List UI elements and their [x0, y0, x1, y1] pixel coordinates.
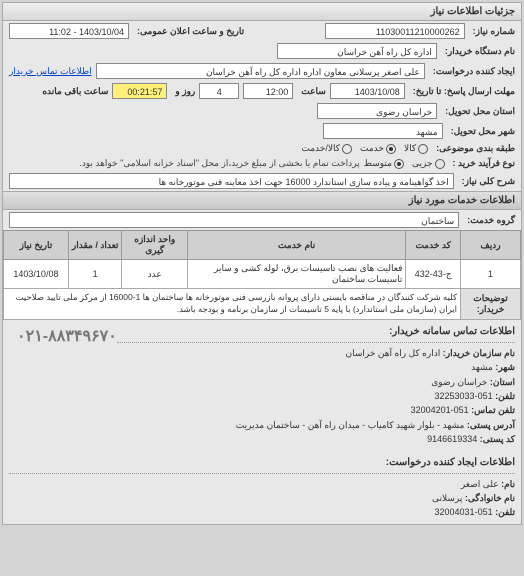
radio-medium-label: متوسط	[364, 158, 392, 169]
need-desc-value: اخذ گواهینامه و پیاده سازی استاندارد 160…	[9, 173, 454, 189]
table-row: 1 ج-43-432 فعالیت های نصب تاسیسات برق، ل…	[4, 260, 521, 289]
province-value: خراسان رضوی	[317, 103, 437, 119]
need-desc-label: شرح کلی نیاز:	[458, 176, 515, 187]
radio-service[interactable]: خدمت	[360, 143, 396, 154]
radio-goods-label: کالا	[404, 143, 416, 154]
deadline-date: 1403/10/08	[330, 83, 405, 99]
td-row: 1	[461, 260, 521, 289]
panel-title: جزئیات اطلاعات نیاز	[3, 3, 521, 21]
td-code: ج-43-432	[406, 260, 461, 289]
radio-small-label: جزیی	[412, 158, 433, 169]
radio-medium[interactable]: متوسط	[364, 158, 404, 169]
cb-address-label: آدرس پستی:	[467, 420, 515, 430]
radio-both-label: کالا/خدمت	[301, 143, 340, 154]
cb-fax: 051-32004201	[411, 405, 469, 415]
days-value: 4	[199, 83, 239, 99]
cr-phone-label: تلفن:	[495, 507, 515, 517]
requester-label: ایجاد کننده درخواست:	[429, 66, 515, 77]
time-label-1: ساعت	[297, 86, 326, 97]
th-row: ردیف	[461, 231, 521, 260]
announce-label: تاریخ و ساعت اعلان عمومی:	[133, 26, 244, 37]
subject-radio-group: کالا خدمت کالا/خدمت	[301, 143, 428, 154]
service-group-value: ساختمان	[9, 212, 459, 228]
buyer-org-value: اداره کل راه آهن خراسان	[277, 43, 437, 59]
cb-fax-label: تلفن تماس:	[471, 405, 515, 415]
big-phone: ۰۲۱-۸۸۳۴۹۶۷۰	[9, 324, 117, 350]
radio-goods[interactable]: کالا	[404, 143, 428, 154]
details-panel: جزئیات اطلاعات نیاز شماره نیاز: 11030011…	[2, 2, 522, 525]
cb-phone-label: تلفن:	[495, 391, 515, 401]
remain-time: 00:21:57	[112, 83, 167, 99]
contact-buyer-section: اطلاعات تماس سامانه خریدار: نام سازمان خ…	[3, 320, 521, 451]
days-label: روز و	[171, 86, 195, 97]
th-qty: تعداد / مقدار	[68, 231, 122, 260]
cb-org-label: نام سازمان خریدار:	[443, 348, 515, 358]
th-code: کد خدمت	[406, 231, 461, 260]
th-date: تاریخ نیاز	[4, 231, 69, 260]
cb-postal: 9146619334	[427, 434, 477, 444]
cb-address: مشهد - بلوار شهید کامیاب - میدان راه آهن…	[236, 420, 465, 430]
service-group-label: گروه خدمت:	[463, 215, 515, 226]
cr-phone: 051-32004031	[435, 507, 493, 517]
th-unit: واحد اندازه گیری	[122, 231, 187, 260]
td-unit: عدد	[122, 260, 187, 289]
cb-phone: 051-32253033	[435, 391, 493, 401]
contact-requester-section: اطلاعات ایجاد کننده درخواست: نام: علی اص…	[3, 451, 521, 524]
announce-value: 1403/10/04 - 11:02	[9, 23, 129, 39]
desc-text: کلیه شرکت کنندگان در مناقصه بایستی دارای…	[4, 289, 461, 320]
td-name: فعالیت های نصب تاسیسات برق، لوله کشی و س…	[187, 260, 405, 289]
purchase-type-label: نوع فرآیند خرید :	[449, 158, 516, 169]
cb-city-label: شهر:	[495, 362, 515, 372]
cr-name-label: نام:	[501, 479, 515, 489]
radio-service-label: خدمت	[360, 143, 384, 154]
radio-both[interactable]: کالا/خدمت	[301, 143, 352, 154]
contact-buyer-title: اطلاعات تماس سامانه خریدار:	[117, 324, 515, 343]
requester-value: علی اصغر پرسلانی معاون اداره اداره کل را…	[96, 63, 425, 79]
cr-surname-label: نام خانوادگی:	[465, 493, 515, 503]
cb-org: اداره کل راه آهن خراسان	[345, 348, 440, 358]
th-name: نام خدمت	[187, 231, 405, 260]
services-table: ردیف کد خدمت نام خدمت واحد اندازه گیری ت…	[3, 230, 521, 320]
need-no-value: 11030011210000262	[325, 23, 465, 39]
remain-label: ساعت باقی مانده	[38, 86, 108, 97]
cb-postal-label: کد پستی:	[480, 434, 515, 444]
desc-label: توضیحات خریدار:	[461, 289, 521, 320]
deadline-time: 12:00	[243, 83, 293, 99]
subject-type-label: طبقه بندی موضوعی:	[432, 143, 515, 154]
city-value: مشهد	[323, 123, 443, 139]
purchase-radio-group: جزیی متوسط	[364, 158, 445, 169]
province-label: استان محل تحویل:	[441, 106, 515, 117]
services-title: اطلاعات خدمات مورد نیاز	[3, 191, 521, 210]
cr-name: علی اصغر	[461, 479, 499, 489]
contact-requester-title: اطلاعات ایجاد کننده درخواست:	[9, 455, 515, 474]
need-no-label: شماره نیاز:	[469, 26, 515, 37]
contact-link[interactable]: اطلاعات تماس خریدار	[9, 66, 92, 77]
table-header-row: ردیف کد خدمت نام خدمت واحد اندازه گیری ت…	[4, 231, 521, 260]
cb-province-label: استان:	[490, 377, 515, 387]
radio-small[interactable]: جزیی	[412, 158, 445, 169]
cr-surname: پرسلانی	[432, 493, 462, 503]
td-date: 1403/10/08	[4, 260, 69, 289]
td-qty: 1	[68, 260, 122, 289]
table-desc-row: توضیحات خریدار: کلیه شرکت کنندگان در منا…	[4, 289, 521, 320]
cb-city: مشهد	[471, 362, 493, 372]
city-label: شهر محل تحویل:	[447, 126, 515, 137]
cb-province: خراسان رضوی	[431, 377, 487, 387]
purchase-note: پرداخت تمام یا بخشی از مبلغ خرید،از محل …	[79, 158, 359, 169]
buyer-org-label: نام دستگاه خریدار:	[441, 46, 515, 57]
deadline-label: مهلت ارسال پاسخ: تا تاریخ:	[409, 86, 515, 97]
